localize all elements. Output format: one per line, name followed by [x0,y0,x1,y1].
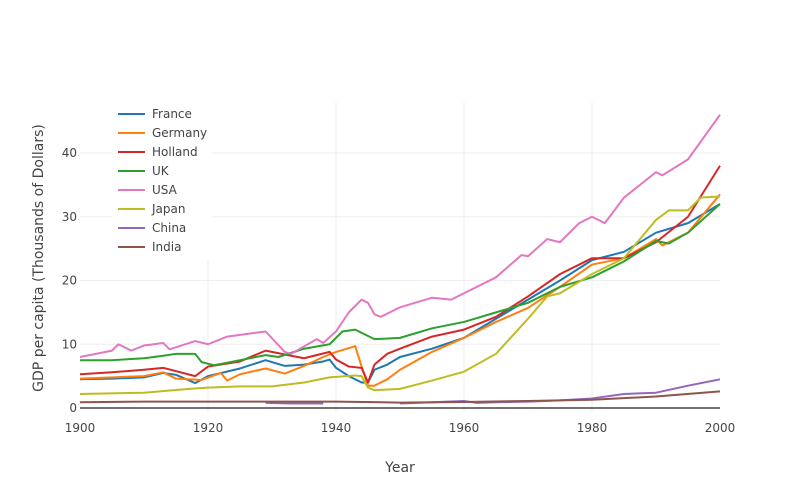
series-line-usa [79,114,721,358]
x-axis-ticks: 1900 1920 1940 1960 1980 2000 [65,421,736,435]
legend-item-uk[interactable]: UK [118,164,170,178]
x-tick-label: 1920 [193,421,224,435]
x-tick-label: 1960 [449,421,480,435]
legend-item-china[interactable]: China [118,221,186,235]
legend-item-france[interactable]: France [118,107,192,121]
series-line-holland [79,165,721,384]
y-tick-label: 10 [62,337,77,351]
legend-label: China [152,221,186,235]
y-tick-label: 0 [69,401,77,415]
legend-label: UK [152,164,170,178]
legend-item-usa[interactable]: USA [118,183,178,197]
legend-label: India [152,240,181,254]
series-line-china [265,401,324,405]
legend-label: USA [152,183,178,197]
x-tick-label: 1980 [577,421,608,435]
legend-label: Germany [152,126,207,140]
legend-item-japan[interactable]: Japan [118,202,185,216]
series-line-india [79,390,721,404]
y-axis-title: GDP per capita (Thousands of Dollars) [31,124,47,392]
series-line-uk [80,203,721,367]
legend-background [112,102,212,260]
legend-item-germany[interactable]: Germany [118,126,207,140]
series-line-france [79,203,721,385]
legend-label: Japan [151,202,185,216]
x-tick-label: 2000 [705,421,736,435]
x-axis-title: Year [384,460,415,476]
legend-item-holland[interactable]: Holland [118,145,198,159]
y-tick-label: 20 [62,274,77,288]
y-axis-ticks: 0 10 20 30 40 [62,146,77,415]
legend-label: Holland [152,145,198,159]
x-tick-label: 1900 [65,421,96,435]
legend-label: France [152,107,192,121]
x-tick-label: 1940 [321,421,352,435]
series-line-germany [79,193,721,387]
series-lines [79,114,721,405]
legend-item-india[interactable]: India [118,240,181,254]
y-tick-label: 40 [62,146,77,160]
series-line-japan [79,195,721,395]
legend: France Germany Holland UK USA Japan China India [112,102,212,260]
y-tick-label: 30 [62,210,77,224]
